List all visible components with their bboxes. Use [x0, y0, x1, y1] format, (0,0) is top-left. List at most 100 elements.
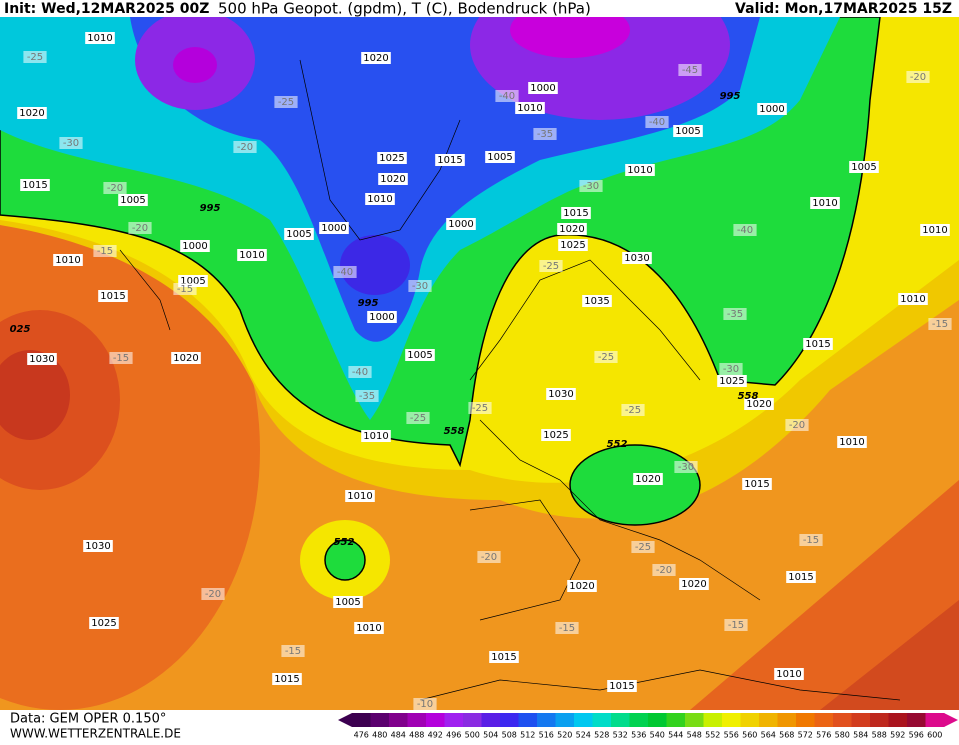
- label-box: [20, 179, 50, 191]
- colorbar-label: 596: [909, 731, 924, 740]
- pressure-label: 1005: [487, 152, 512, 163]
- pressure-label: 1025: [379, 153, 404, 164]
- temperature-label: -35: [537, 129, 553, 140]
- temperature-label: -15: [177, 284, 193, 295]
- temperature-label: -25: [543, 261, 559, 272]
- label-box: [810, 197, 840, 209]
- label-box: [85, 32, 115, 44]
- label-box: [633, 473, 663, 485]
- label-box: [733, 224, 757, 236]
- pressure-label: 1035: [584, 296, 609, 307]
- pressure-label: 1020: [559, 224, 584, 235]
- pressure-label: 1015: [805, 339, 830, 350]
- pressure-label: 1015: [788, 572, 813, 583]
- colorbar-swatch: [426, 713, 445, 727]
- label-box: [361, 430, 391, 442]
- label-box: [171, 352, 201, 364]
- colorbar-label: 588: [872, 731, 887, 740]
- pressure-label: 1015: [563, 208, 588, 219]
- colorbar-swatch: [555, 713, 575, 727]
- label-box: [348, 366, 372, 378]
- colorbar-label: 560: [742, 731, 757, 740]
- label-box: [345, 490, 375, 502]
- pressure-label: 1015: [609, 681, 634, 692]
- label-box: [333, 266, 357, 278]
- label-box: [89, 617, 119, 629]
- init-time: Init: Wed,12MAR2025 00Z: [4, 1, 209, 17]
- label-box: [541, 429, 571, 441]
- label-box: [489, 651, 519, 663]
- colorbar: 476 480 484 488 492 496 500 504 508 512 516 520 524 5…: [338, 713, 958, 740]
- label-box: [803, 338, 833, 350]
- colorbar-label: 488: [409, 731, 424, 740]
- label-box: [23, 51, 47, 63]
- colorbar-label: 536: [631, 731, 646, 740]
- label-box: [719, 363, 743, 375]
- pressure-label: 1010: [87, 33, 112, 44]
- temperature-label: -25: [410, 413, 426, 424]
- temperature-label: -15: [803, 535, 819, 546]
- colorbar-swatch: [370, 713, 390, 727]
- colorbar-label: 568: [779, 731, 794, 740]
- label-box: [528, 82, 558, 94]
- label-box: [621, 404, 645, 416]
- colorbar-label: 504: [483, 731, 498, 740]
- temperature-label: -20: [789, 420, 805, 431]
- pressure-label: 1010: [627, 165, 652, 176]
- data-source: Data: GEM OPER 0.150°: [10, 712, 166, 727]
- pressure-label: 1005: [675, 126, 700, 137]
- pressure-label: 1020: [569, 581, 594, 592]
- colorbar-swatch: [740, 713, 760, 727]
- label-box: [367, 311, 397, 323]
- temperature-label: -40: [737, 225, 753, 236]
- label-box: [582, 295, 612, 307]
- pressure-label: 1010: [776, 669, 801, 680]
- label-box: [378, 173, 408, 185]
- geopotential-label: 995: [358, 298, 379, 309]
- label-box: [673, 125, 703, 137]
- colorbar-label: 580: [835, 731, 850, 740]
- geopotential-label: 558: [444, 426, 465, 437]
- label-box: [333, 596, 363, 608]
- pressure-label: 1020: [19, 108, 44, 119]
- colorbar-label: 600: [927, 731, 942, 740]
- temperature-label: -15: [728, 620, 744, 631]
- label-box: [652, 564, 676, 576]
- pressure-label: 1005: [180, 276, 205, 287]
- label-box: [27, 353, 57, 365]
- pressure-label: 1010: [347, 491, 372, 502]
- pressure-label: 1020: [635, 474, 660, 485]
- label-box: [180, 240, 210, 252]
- temperature-label: -20: [656, 565, 672, 576]
- colorbar-swatch: [777, 713, 797, 727]
- temperature-label: -25: [625, 405, 641, 416]
- temperature-label: -15: [113, 353, 129, 364]
- colorbar-swatch: [481, 713, 501, 727]
- colorbar-swatch: [518, 713, 538, 727]
- map-labels: 1010 1020 1015 1005 995 1000 1010 1015 1005 1010 1…: [10, 32, 952, 710]
- pressure-label: 1010: [812, 198, 837, 209]
- pressure-label: 1000: [182, 241, 207, 252]
- pressure-label: 1010: [239, 250, 264, 261]
- geopotential-label: 552: [334, 537, 355, 548]
- label-box: [354, 622, 384, 634]
- label-box: [742, 478, 772, 490]
- label-box: [533, 128, 557, 140]
- label-box: [555, 622, 579, 634]
- label-box: [406, 412, 430, 424]
- colorbar-label: 564: [761, 731, 776, 740]
- colorbar-label: 496: [446, 731, 461, 740]
- label-box: [849, 161, 879, 173]
- colorbar-swatch: [629, 713, 649, 727]
- label-box: [413, 698, 437, 710]
- colorbar-label: 500: [465, 731, 480, 740]
- label-box: [477, 551, 501, 563]
- colorbar-swatch: [500, 713, 519, 727]
- temperature-label: -40: [352, 367, 368, 378]
- colorbar-swatch: [888, 713, 908, 727]
- label-box: [319, 222, 349, 234]
- colorbar-label: 484: [391, 731, 406, 740]
- label-box: [774, 668, 804, 680]
- label-box: [679, 578, 709, 590]
